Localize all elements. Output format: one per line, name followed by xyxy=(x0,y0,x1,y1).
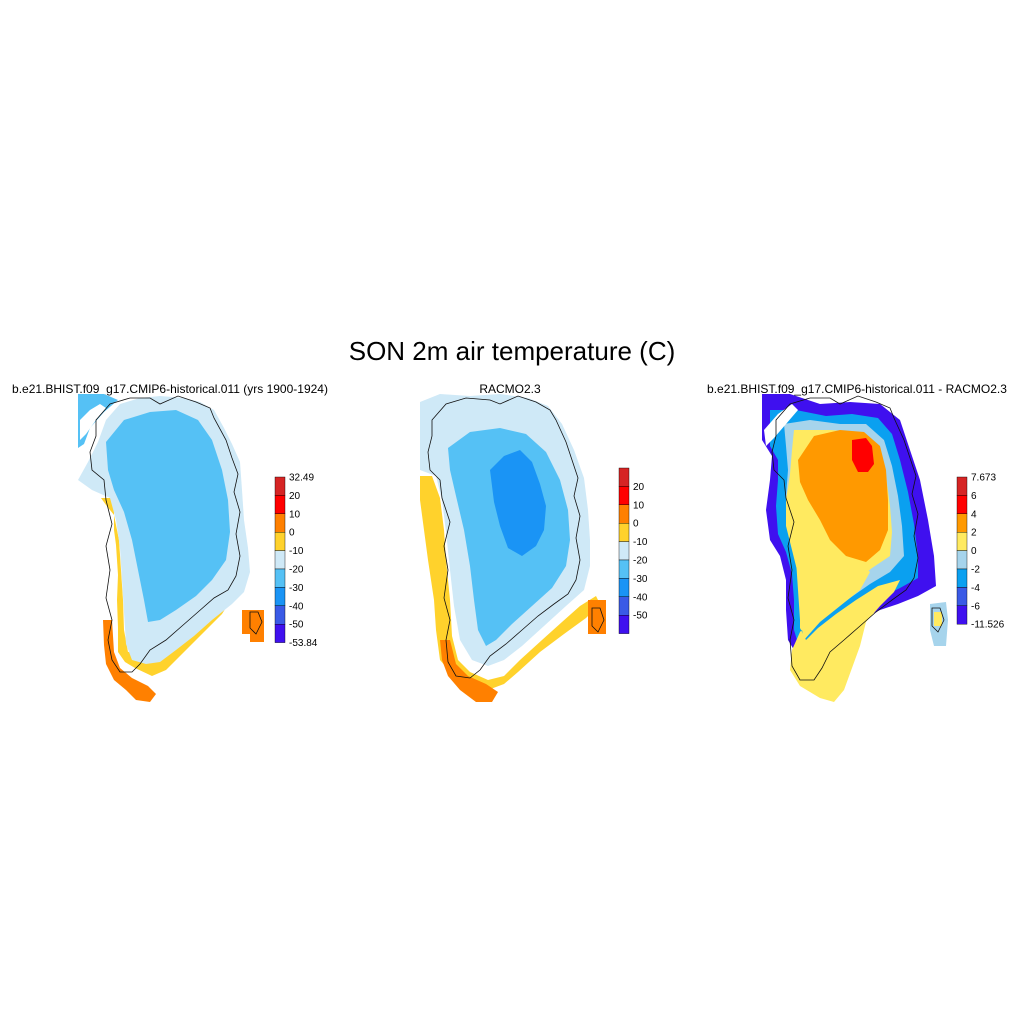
colorbar-box xyxy=(618,615,630,634)
figure-title: SON 2m air temperature (C) xyxy=(348,336,676,366)
colorbar-tick-label: 4 xyxy=(971,509,977,520)
colorbar-box xyxy=(274,495,286,514)
colorbar-tick-label: -50 xyxy=(289,620,304,631)
colorbar-tick-label: 20 xyxy=(633,482,645,493)
panel-3-coastline xyxy=(771,395,919,681)
panel-3-colorbar: 7.673 6 4 2 0 -2 -4 -6 -11.526 xyxy=(956,473,1005,631)
colorbar-tick-label: -30 xyxy=(633,574,648,585)
panel-1-coastline-east xyxy=(249,611,263,635)
colorbar-box xyxy=(274,550,286,570)
panel-2-coastline xyxy=(427,395,581,679)
colorbar-tick-label: -30 xyxy=(289,583,304,594)
colorbar-box xyxy=(956,587,968,607)
colorbar-tick-label: 6 xyxy=(971,491,977,502)
panel-3-coastline-east xyxy=(931,607,945,633)
colorbar-tick-label: -10 xyxy=(289,546,304,557)
colorbar-box xyxy=(956,550,968,570)
colorbar-tick-label: -2 xyxy=(971,565,980,576)
panel-3-title: b.e21.BHIST.f09_g17.CMIP6-historical.011… xyxy=(707,382,1007,396)
colorbar-box xyxy=(618,559,630,579)
colorbar-tick-label: -40 xyxy=(633,592,648,603)
colorbar-box xyxy=(274,532,286,551)
panel-3-field-ocean-gap xyxy=(764,404,798,446)
panel-3-field-east-island-yellow xyxy=(934,612,942,626)
colorbar-box xyxy=(618,596,630,616)
panel-3-field-yellow-south xyxy=(794,520,870,640)
colorbar-tick-label: -4 xyxy=(971,583,980,594)
colorbar-box xyxy=(274,587,286,607)
colorbar-tick-label: 0 xyxy=(971,546,977,557)
colorbar-tick-label: 20 xyxy=(289,491,301,502)
colorbar-box xyxy=(618,467,630,487)
colorbar-tick-label: 2 xyxy=(971,528,977,539)
panel-1-colorbar: 32.49 20 10 0 -10 -20 -30 -40 -50 -53.84 xyxy=(274,473,318,649)
colorbar-box xyxy=(274,568,286,588)
colorbar-box xyxy=(956,532,968,551)
colorbar-tick-label: 32.49 xyxy=(289,473,314,484)
colorbar-box xyxy=(956,605,968,625)
panel-1-field-blue xyxy=(106,410,230,622)
colorbar-tick-label: -20 xyxy=(633,556,648,567)
panel-1-field-orange xyxy=(103,620,156,702)
panel-3-map xyxy=(762,394,948,702)
colorbar-tick-label: -11.526 xyxy=(971,620,1005,631)
panel-2-field-darkblue xyxy=(490,450,546,556)
colorbar-box xyxy=(274,605,286,625)
panel-1-title: b.e21.BHIST.f09_g17.CMIP6-historical.011… xyxy=(12,382,328,396)
colorbar-box xyxy=(956,495,968,514)
colorbar-box xyxy=(956,568,968,588)
panel-2-field-yellow xyxy=(420,476,600,690)
colorbar-tick-label: 7.673 xyxy=(971,473,996,484)
colorbar-box xyxy=(618,541,630,561)
panel-2-title: RACMO2.3 xyxy=(479,382,541,396)
panel-2-coastline-east xyxy=(591,607,605,633)
colorbar-tick-label: 10 xyxy=(633,500,645,511)
colorbar-tick-label: 10 xyxy=(289,509,301,520)
colorbar-tick-label: -40 xyxy=(289,601,304,612)
colorbar-tick-label: -10 xyxy=(633,537,648,548)
colorbar-box xyxy=(618,578,630,598)
colorbar-tick-label: -20 xyxy=(289,565,304,576)
panel-2-map xyxy=(420,394,606,702)
panel-1-coastline xyxy=(89,395,241,673)
colorbar-tick-label: 0 xyxy=(289,528,295,539)
panel-2-field-orange xyxy=(440,640,498,702)
colorbar-box xyxy=(274,513,286,533)
panel-1-field-orange-east2 xyxy=(250,626,264,642)
colorbar-tick-label: -6 xyxy=(971,601,980,612)
colorbar-tick-label: 0 xyxy=(633,519,639,530)
colorbar-box xyxy=(618,504,630,524)
panel-1-field-northwest xyxy=(78,394,118,448)
colorbar-box xyxy=(618,486,630,505)
colorbar-box xyxy=(956,476,968,496)
panel-3-field-red xyxy=(852,438,874,472)
colorbar-box xyxy=(618,523,630,542)
panel-2-colorbar: 20 10 0 -10 -20 -30 -40 -50 xyxy=(618,467,648,634)
colorbar-box xyxy=(274,624,286,643)
panel-1-field-ocean-gap xyxy=(80,404,106,440)
colorbar-box xyxy=(274,476,286,496)
panel-1-map xyxy=(78,394,264,702)
colorbar-tick-label: -53.84 xyxy=(289,638,318,649)
colorbar-box xyxy=(956,513,968,533)
colorbar-tick-label: -50 xyxy=(633,611,648,622)
